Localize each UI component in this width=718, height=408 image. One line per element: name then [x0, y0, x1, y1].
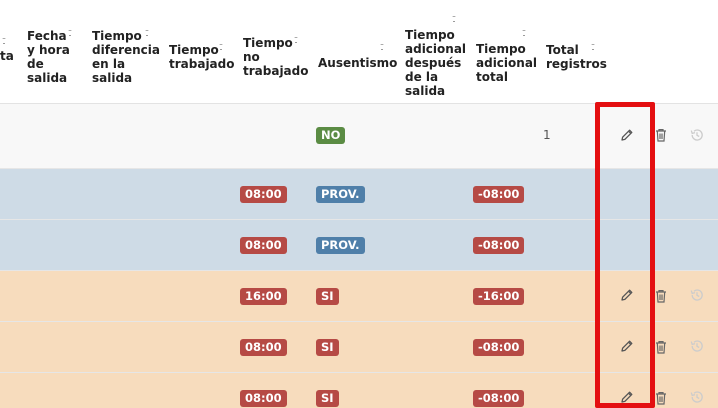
- tiempo-no-trabajado-badge: 08:00: [240, 339, 287, 356]
- tiempo-adicional-total-badge: -08:00: [473, 390, 525, 407]
- history-icon[interactable]: [689, 338, 705, 354]
- sort-icon[interactable]: ˄ ˅: [590, 44, 596, 54]
- ausentismo-badge: SI: [316, 390, 339, 407]
- pencil-icon[interactable]: [619, 287, 635, 303]
- history-icon[interactable]: [689, 389, 705, 405]
- column-header-tiempo-trabajado[interactable]: Tiempo trabajado: [169, 43, 235, 71]
- edit-column-highlight: [595, 102, 655, 408]
- tiempo-no-trabajado-badge: 08:00: [240, 390, 287, 407]
- column-header-tiempo-adicional-despues[interactable]: Tiempo adicional después de la salida: [405, 28, 467, 98]
- sort-icon[interactable]: ˄ ˅: [1, 38, 7, 48]
- ausentismo-badge: PROV.: [316, 186, 365, 203]
- tiempo-adicional-total-badge: -08:00: [473, 186, 525, 203]
- tiempo-no-trabajado-badge: 08:00: [240, 237, 287, 254]
- sort-icon[interactable]: ˄ ˅: [451, 16, 457, 26]
- tiempo-adicional-total-badge: -16:00: [473, 288, 525, 305]
- ausentismo-badge: SI: [316, 339, 339, 356]
- ausentismo-badge: NO: [316, 127, 346, 144]
- column-header-tiempo-adicional-total[interactable]: Tiempo adicional total: [476, 42, 538, 84]
- trash-icon[interactable]: [653, 288, 669, 304]
- sort-icon[interactable]: ˄ ˅: [218, 44, 224, 54]
- column-header-tiempo-diferencia[interactable]: Tiempo diferencia en la salida: [92, 29, 160, 85]
- column-header-fecha-salida[interactable]: Fecha y hora de salida: [27, 29, 70, 85]
- tiempo-adicional-total-badge: -08:00: [473, 339, 525, 356]
- tiempo-adicional-total-badge: -08:00: [473, 237, 525, 254]
- total-registros-value: 1: [543, 128, 551, 142]
- table-header: ˄ ˅ ta Fecha y hora de salida ˄ ˅ Tiempo d…: [0, 0, 718, 104]
- trash-icon[interactable]: [653, 339, 669, 355]
- pencil-icon[interactable]: [619, 127, 635, 143]
- column-header-ausentismo[interactable]: Ausentismo: [318, 56, 398, 70]
- tiempo-no-trabajado-badge: 16:00: [240, 288, 287, 305]
- column-header-ta[interactable]: ta: [0, 49, 14, 63]
- ausentismo-badge: PROV.: [316, 237, 365, 254]
- history-icon[interactable]: [689, 127, 705, 143]
- trash-icon[interactable]: [653, 390, 669, 406]
- pencil-icon[interactable]: [619, 338, 635, 354]
- column-header-total-registros[interactable]: Total registros: [546, 43, 607, 71]
- history-icon[interactable]: [689, 287, 705, 303]
- pencil-icon[interactable]: [619, 389, 635, 405]
- sort-icon[interactable]: ˄ ˅: [379, 44, 385, 54]
- tiempo-no-trabajado-badge: 08:00: [240, 186, 287, 203]
- sort-icon[interactable]: ˄ ˅: [67, 30, 73, 40]
- sort-icon[interactable]: ˄ ˅: [521, 30, 527, 40]
- trash-icon[interactable]: [653, 127, 669, 143]
- column-header-tiempo-no-trabajado[interactable]: Tiempo no trabajado: [243, 36, 309, 78]
- sort-icon[interactable]: ˄ ˅: [293, 37, 299, 47]
- sort-icon[interactable]: ˄ ˅: [144, 30, 150, 40]
- ausentismo-badge: SI: [316, 288, 339, 305]
